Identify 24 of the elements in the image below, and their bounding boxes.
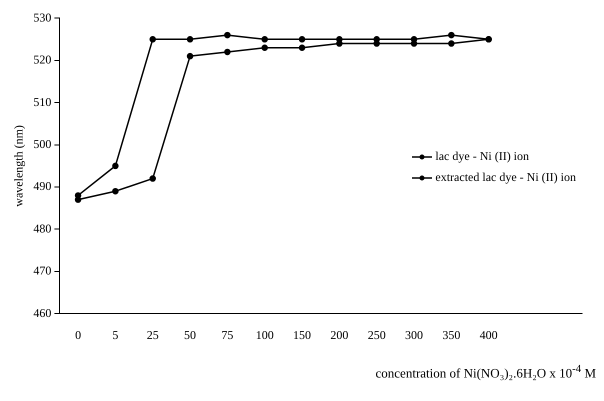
y-tick-label: 510 <box>33 94 52 109</box>
y-tick-label: 460 <box>33 306 52 320</box>
x-tick-label: 300 <box>405 328 424 342</box>
x-tick-label: 5 <box>112 328 118 342</box>
x-tick-label: 25 <box>146 328 159 342</box>
x-tick-label: 350 <box>442 328 460 342</box>
x-tick-label: 75 <box>221 328 234 342</box>
y-tick-label: 530 <box>33 10 52 24</box>
x-tick-label: 400 <box>480 328 498 342</box>
y-axis-title: wavelength (nm) <box>11 125 26 207</box>
x-tick-label: 50 <box>184 328 196 342</box>
y-tick-label: 490 <box>33 179 52 194</box>
x-axis-title: concentration of Ni(NO₃)₂.6H₂O x 10$^{-4}$ M <box>376 363 596 382</box>
y-tick-label: 520 <box>33 52 52 67</box>
y-tick-label: 480 <box>33 221 52 236</box>
y-tick-label: 470 <box>33 264 52 278</box>
x-tick-label: 200 <box>330 328 348 342</box>
legend-label: extracted lac dye - Ni (II) ion <box>435 170 576 185</box>
x-tick-label: 100 <box>256 328 274 342</box>
y-tick-label: 500 <box>33 136 52 151</box>
x-tick-label: 0 <box>75 328 82 342</box>
x-tick-label: 150 <box>293 328 312 342</box>
x-tick-label: 250 <box>368 328 386 342</box>
legend-label: lac dye - Ni (II) ion <box>435 149 530 164</box>
